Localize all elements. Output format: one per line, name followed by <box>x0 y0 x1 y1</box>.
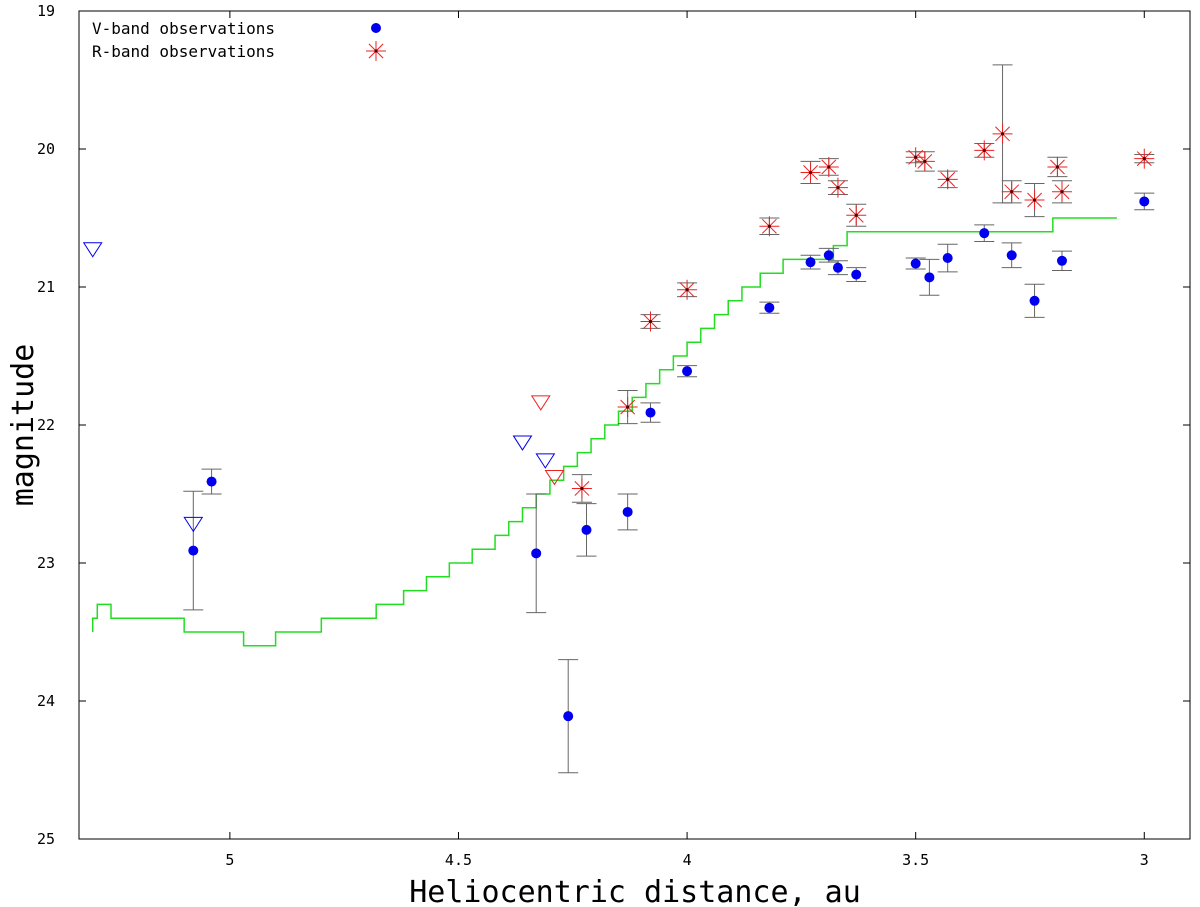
v-band-point <box>1006 250 1017 261</box>
asterisk-center <box>1000 132 1005 136</box>
v-band-point <box>924 272 935 283</box>
v-band-upper-limit <box>512 435 533 451</box>
r-band-point <box>759 216 780 237</box>
legend-asterisk <box>366 41 386 61</box>
plot-frame <box>78 10 1191 840</box>
asterisk-center <box>767 224 771 228</box>
r-band-point <box>571 478 592 499</box>
r-band-point <box>1001 181 1022 202</box>
v-band-point <box>764 302 775 313</box>
r-band-point <box>914 151 935 172</box>
r-band-point <box>1134 148 1155 169</box>
r-band-point <box>818 156 839 177</box>
r-band-point <box>905 147 926 168</box>
y-tick-label: 25 <box>37 830 55 848</box>
legend: V-band observations R-band observations <box>92 19 386 61</box>
legend-label-v-band: V-band observations <box>92 19 275 38</box>
r-band-point <box>937 169 958 190</box>
asterisk-center <box>836 186 840 190</box>
r-band-point <box>677 279 698 300</box>
v-band-point <box>645 407 656 418</box>
r-band-point <box>974 140 995 161</box>
x-tick-label: 4.5 <box>445 851 472 869</box>
x-tick-label: 3.5 <box>902 851 929 869</box>
v-band-point <box>942 253 953 264</box>
asterisk-center <box>685 288 689 292</box>
error-bar-layer <box>183 64 1155 774</box>
v-band-point <box>682 366 693 377</box>
y-tick-label: 23 <box>37 554 55 572</box>
v-band-point <box>832 262 843 273</box>
v-band-upper-limit <box>535 453 556 469</box>
asterisk-center <box>580 486 584 491</box>
asterisk-center <box>1055 165 1060 169</box>
y-axis-label: magnitude <box>6 344 41 507</box>
v-band-point <box>1056 255 1067 266</box>
r-band-upper-limit <box>544 469 565 486</box>
r-band-point <box>617 397 638 418</box>
asterisk-center <box>1032 198 1037 202</box>
x-axis-label: Heliocentric distance, au <box>409 875 861 907</box>
tick-layer: 5 4.5 4 3.5 3 19 20 21 22 23 24 25 <box>37 2 1190 869</box>
v-band-point <box>206 476 217 487</box>
v-band-point <box>563 711 574 722</box>
v-band-point <box>979 228 990 239</box>
r-band-point <box>992 123 1013 144</box>
v-band-point <box>823 250 834 261</box>
r-band-point <box>800 162 821 183</box>
r-band-point <box>846 205 867 226</box>
v-band-point <box>851 269 862 280</box>
x-tick-label: 4 <box>683 851 692 869</box>
r-band-point <box>827 177 848 198</box>
v-band-upper-limit <box>183 516 204 533</box>
asterisk-center <box>982 148 986 152</box>
asterisk-center <box>808 170 813 175</box>
y-tick-label: 22 <box>37 416 55 434</box>
asterisk-center <box>626 405 630 409</box>
legend-marker-r-band <box>366 41 386 61</box>
v-band-point <box>581 524 592 535</box>
v-band-point <box>910 258 921 269</box>
v-band-point <box>622 506 633 517</box>
v-band-point <box>1139 196 1150 207</box>
legend-marker-v-band <box>371 23 381 33</box>
v-band-point <box>1029 295 1040 306</box>
asterisk-center <box>946 177 950 181</box>
y-tick-label: 20 <box>37 140 55 158</box>
asterisk-center <box>1010 190 1014 194</box>
model-curve <box>91 217 1117 647</box>
v-band-upper-limit <box>82 242 103 258</box>
r-band-upper-limit <box>530 395 551 411</box>
y-tick-label: 19 <box>37 2 55 20</box>
marker-layer <box>82 123 1155 722</box>
model-curve-layer <box>91 217 1117 647</box>
x-tick-label: 5 <box>225 851 234 869</box>
y-tick-label: 21 <box>37 278 55 296</box>
asterisk-center <box>1142 157 1146 161</box>
r-band-point <box>1047 156 1068 177</box>
r-band-point <box>640 311 661 332</box>
asterisk-center <box>374 49 378 53</box>
x-tick-label: 3 <box>1140 851 1149 869</box>
asterisk-center <box>648 319 653 324</box>
legend-label-r-band: R-band observations <box>92 42 275 61</box>
asterisk-center <box>1060 190 1064 194</box>
v-band-point <box>188 545 199 556</box>
y-tick-label: 24 <box>37 692 55 710</box>
v-band-point <box>805 257 816 268</box>
asterisk-center <box>914 155 918 159</box>
asterisk-center <box>827 165 831 169</box>
asterisk-center <box>923 159 927 164</box>
r-band-point <box>1051 181 1072 202</box>
v-band-point <box>531 548 542 559</box>
asterisk-center <box>854 213 858 217</box>
r-band-point <box>1024 190 1045 211</box>
